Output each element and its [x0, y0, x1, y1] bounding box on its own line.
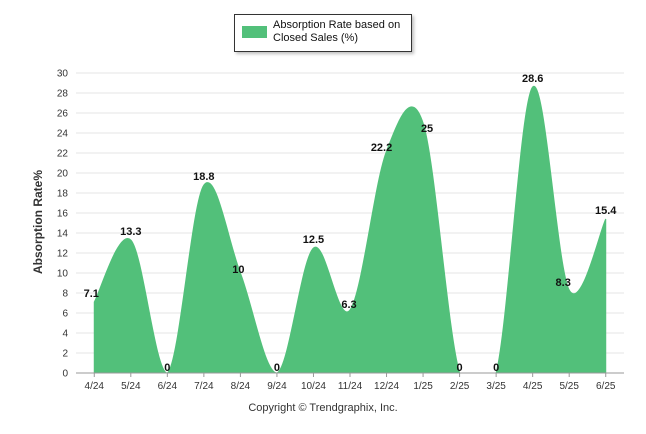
x-tick-label: 2/25	[450, 381, 470, 392]
x-tick-label: 1/25	[413, 381, 433, 392]
x-tick-label: 5/24	[121, 381, 141, 392]
y-tick-label: 8	[62, 289, 68, 300]
x-tick-label: 5/25	[559, 381, 579, 392]
y-axis-title: Absorption Rate%	[31, 169, 45, 275]
legend-swatch	[242, 26, 267, 38]
data-label: 28.6	[522, 73, 543, 85]
y-tick-label: 10	[57, 269, 69, 280]
data-label: 13.3	[120, 226, 141, 238]
y-tick-label: 28	[57, 89, 69, 100]
x-tick-label: 9/24	[267, 381, 287, 392]
y-tick-label: 2	[62, 349, 68, 360]
data-label: 0	[457, 362, 463, 374]
y-tick-label: 4	[62, 329, 68, 340]
legend-label: Absorption Rate based on Closed Sales (%…	[273, 19, 401, 44]
x-tick-label: 12/24	[374, 381, 399, 392]
y-tick-label: 20	[57, 169, 69, 180]
y-tick-label: 22	[57, 149, 69, 160]
x-tick-label: 6/25	[596, 381, 616, 392]
data-label: 25	[421, 123, 433, 135]
data-label: 0	[493, 362, 499, 374]
area-series	[93, 86, 607, 374]
data-label: 8.3	[556, 277, 571, 289]
y-tick-label: 12	[57, 249, 69, 260]
data-label: 10	[232, 264, 244, 276]
data-label: 22.2	[371, 142, 392, 154]
x-tick-label: 7/24	[194, 381, 214, 392]
x-tick-label: 6/24	[158, 381, 178, 392]
x-tick-label: 3/25	[486, 381, 506, 392]
y-tick-label: 14	[57, 229, 69, 240]
x-tick-label: 8/24	[231, 381, 251, 392]
y-tick-label: 0	[62, 369, 68, 380]
x-tick-label: 4/25	[523, 381, 543, 392]
y-tick-label: 26	[57, 109, 69, 120]
y-tick-label: 18	[57, 189, 69, 200]
y-tick-label: 24	[57, 129, 69, 140]
data-label: 0	[274, 362, 280, 374]
legend: Absorption Rate based on Closed Sales (%…	[234, 14, 412, 52]
data-label: 12.5	[303, 234, 324, 246]
copyright-text: Copyright © Trendgraphix, Inc.	[248, 402, 398, 414]
data-label: 6.3	[341, 299, 356, 311]
data-label: 7.1	[84, 288, 99, 300]
data-label: 18.8	[193, 171, 214, 183]
data-label: 15.4	[595, 205, 617, 217]
data-label: 0	[164, 362, 170, 374]
y-tick-label: 6	[62, 309, 68, 320]
y-tick-label: 30	[57, 69, 69, 80]
y-tick-label: 16	[57, 209, 69, 220]
x-tick-label: 10/24	[301, 381, 326, 392]
x-tick-label: 4/24	[85, 381, 105, 392]
x-tick-label: 11/24	[338, 381, 363, 392]
